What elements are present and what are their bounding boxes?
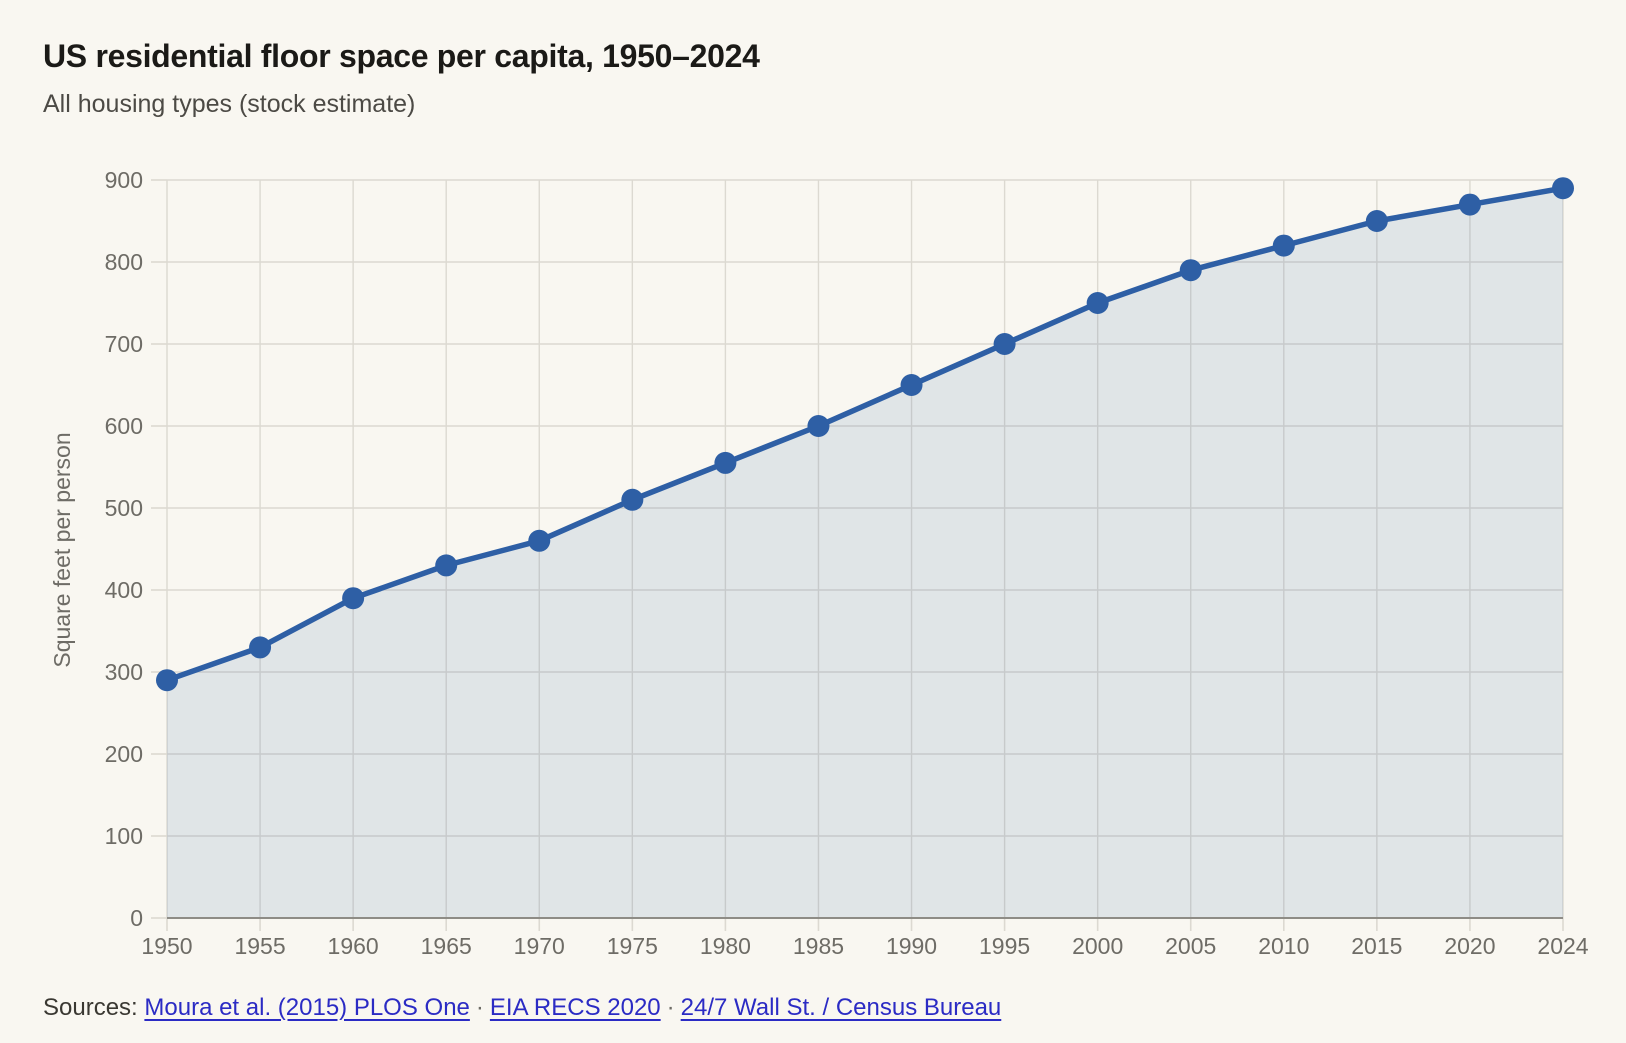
data-point xyxy=(1272,234,1295,257)
data-point xyxy=(1458,193,1481,216)
y-tick-label: 900 xyxy=(105,167,143,193)
x-tick-label: 2000 xyxy=(1072,933,1123,959)
x-tick-label: 1950 xyxy=(141,933,192,959)
tick-labels: 0 100 200 300 400 500 600 700 800 900 1950 1955 1960… xyxy=(105,167,1589,959)
gridlines xyxy=(166,179,1564,919)
data-point xyxy=(1365,210,1388,232)
source-link-moura[interactable]: Moura et al. (2015) PLOS One xyxy=(144,994,470,1021)
data-point xyxy=(900,374,923,396)
data-point xyxy=(1552,177,1574,200)
x-tick-label: 1995 xyxy=(979,933,1030,959)
data-point xyxy=(807,415,830,437)
area-fill xyxy=(167,188,1563,918)
x-tick-label: 1965 xyxy=(421,933,472,959)
data-point xyxy=(714,451,737,474)
source-separator: · xyxy=(666,994,675,1021)
data-point xyxy=(1179,259,1202,282)
data-point xyxy=(342,587,365,610)
data-point xyxy=(528,529,551,552)
trend-line xyxy=(164,185,1566,683)
x-tick-label: 1990 xyxy=(886,933,937,959)
x-tick-label: 1960 xyxy=(328,933,379,959)
chart-title: US residential floor space per capita, 1… xyxy=(43,38,760,74)
data-point xyxy=(1086,292,1109,314)
y-axis-title: Square feet per person xyxy=(49,432,75,667)
x-tick-label: 1980 xyxy=(700,933,751,959)
sources-line: Sources: Moura et al. (2015) PLOS One · EI… xyxy=(43,994,1001,1022)
chart-subtitle: All housing types (stock estimate) xyxy=(43,90,416,118)
y-tick-label: 500 xyxy=(105,495,143,521)
x-tick-label: 2015 xyxy=(1351,933,1402,959)
x-tick-label: 1955 xyxy=(234,933,285,959)
data-point xyxy=(249,636,272,659)
source-separator: · xyxy=(475,994,484,1021)
data-point xyxy=(435,554,458,577)
x-tick-label: 2005 xyxy=(1165,933,1216,959)
y-tick-label: 400 xyxy=(105,577,143,603)
x-tick-label: 1970 xyxy=(514,933,565,959)
tick-marks xyxy=(151,179,1564,931)
y-tick-label: 600 xyxy=(105,413,143,439)
y-tick-label: 300 xyxy=(105,659,143,685)
floor-space-line-chart: 0 100 200 300 400 500 600 700 800 900 1950 1955 1960… xyxy=(49,167,1589,959)
y-tick-label: 200 xyxy=(105,741,143,767)
y-tick-label: 100 xyxy=(105,823,143,849)
data-point xyxy=(621,488,644,511)
source-link-eia[interactable]: EIA RECS 2020 xyxy=(489,994,661,1021)
y-tick-label: 700 xyxy=(105,331,143,357)
data-points xyxy=(156,177,1574,692)
source-link-census[interactable]: 24/7 Wall St. / Census Bureau xyxy=(680,994,1002,1021)
x-tick-label: 2010 xyxy=(1258,933,1309,959)
x-tick-label: 1985 xyxy=(793,933,844,959)
y-tick-label: 0 xyxy=(130,905,143,931)
sources-label: Sources: xyxy=(43,994,138,1021)
x-tick-label: 2020 xyxy=(1444,933,1495,959)
x-tick-label: 1975 xyxy=(607,933,658,959)
x-tick-label: 2024 xyxy=(1537,933,1588,959)
data-point xyxy=(993,333,1016,355)
data-point xyxy=(156,669,178,692)
y-tick-label: 800 xyxy=(105,249,143,275)
